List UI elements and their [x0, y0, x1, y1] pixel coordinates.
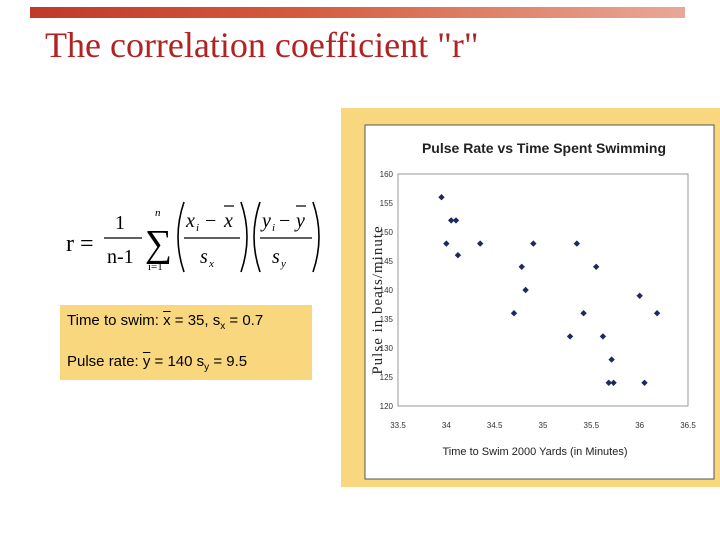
- y-tick-label: 160: [380, 170, 394, 179]
- y-tick-label: 155: [380, 199, 394, 208]
- data-point: [454, 252, 462, 259]
- correlation-formula: r = 1 n-1 n ∑ i=1 x i − x s x y i − y s …: [66, 201, 320, 273]
- s-x-term: s: [200, 246, 208, 268]
- scatter-chart: Pulse Rate vs Time Spent Swimming 120 125…: [364, 124, 715, 480]
- summary-statistics-box: Time to swim: x = 35, sx = 0.7 Pulse rat…: [60, 305, 312, 380]
- sum-upper: n: [155, 207, 161, 219]
- data-point: [580, 310, 587, 317]
- y-tick-label: 140: [380, 286, 394, 295]
- sigma-symbol: ∑: [145, 223, 172, 265]
- x-tick-label: 35: [539, 421, 548, 430]
- data-point: [641, 379, 648, 386]
- y-axis-label: Pulse in beats/minute: [370, 225, 386, 374]
- x-minus-sign: −: [205, 210, 216, 232]
- data-point: [610, 379, 617, 386]
- x-tick-label: 36: [635, 421, 644, 430]
- y-bar-term: y: [294, 210, 305, 232]
- data-point: [443, 240, 450, 247]
- x-tick-label: 36.5: [680, 421, 696, 430]
- data-point: [608, 356, 615, 363]
- x-tick-label: 34: [442, 421, 451, 430]
- x-tick-label: 34.5: [487, 421, 503, 430]
- x-tick-label: 35.5: [584, 421, 600, 430]
- sum-lower: i=1: [148, 261, 163, 273]
- x-tick-label: 33.5: [390, 421, 406, 430]
- y-tick-label: 120: [380, 402, 394, 411]
- x-i-term: x: [185, 210, 195, 232]
- x-bar-term: x: [223, 210, 233, 232]
- s-y-sub: y: [280, 258, 286, 270]
- data-point: [447, 217, 455, 224]
- chart-title: Pulse Rate vs Time Spent Swimming: [422, 140, 666, 156]
- x-tick-labels: 33.5 34 34.5 35 35.5 36 36.5: [390, 421, 696, 430]
- data-point: [566, 333, 574, 340]
- swim-time-stats: Time to swim: x = 35, sx = 0.7: [67, 312, 264, 332]
- y-i-term: y: [260, 210, 271, 232]
- formula-n-minus-1: n-1: [107, 246, 134, 268]
- formula-one: 1: [115, 212, 125, 234]
- s-x-sub: x: [208, 258, 214, 270]
- y-tick-label: 125: [380, 373, 394, 382]
- data-point: [653, 310, 661, 317]
- data-point: [438, 194, 445, 201]
- pulse-rate-stats: Pulse rate: y = 140 sy = 9.5: [67, 353, 248, 373]
- y-tick-label: 130: [380, 344, 394, 353]
- data-point: [510, 310, 518, 317]
- data-point: [452, 217, 460, 224]
- chart-frame: Pulse Rate vs Time Spent Swimming 120 125…: [341, 108, 720, 487]
- y-tick-label: 150: [380, 228, 394, 237]
- slide-title: The correlation coefficient "r": [45, 25, 479, 65]
- y-tick-label: 145: [380, 257, 394, 266]
- formula-lhs: r =: [66, 231, 94, 257]
- s-y-term: s: [272, 246, 280, 268]
- x-axis-label: Time to Swim 2000 Yards (in Minutes): [442, 446, 627, 458]
- x-i-index: i: [196, 222, 199, 234]
- y-tick-labels: 120 125 130 135 140 145 150 155 160: [380, 170, 394, 411]
- y-tick-label: 135: [380, 315, 394, 324]
- data-point: [476, 240, 484, 247]
- title-accent-bar: [30, 7, 685, 18]
- y-i-index: i: [272, 222, 275, 234]
- data-point: [599, 333, 607, 340]
- y-minus-sign: −: [279, 210, 290, 232]
